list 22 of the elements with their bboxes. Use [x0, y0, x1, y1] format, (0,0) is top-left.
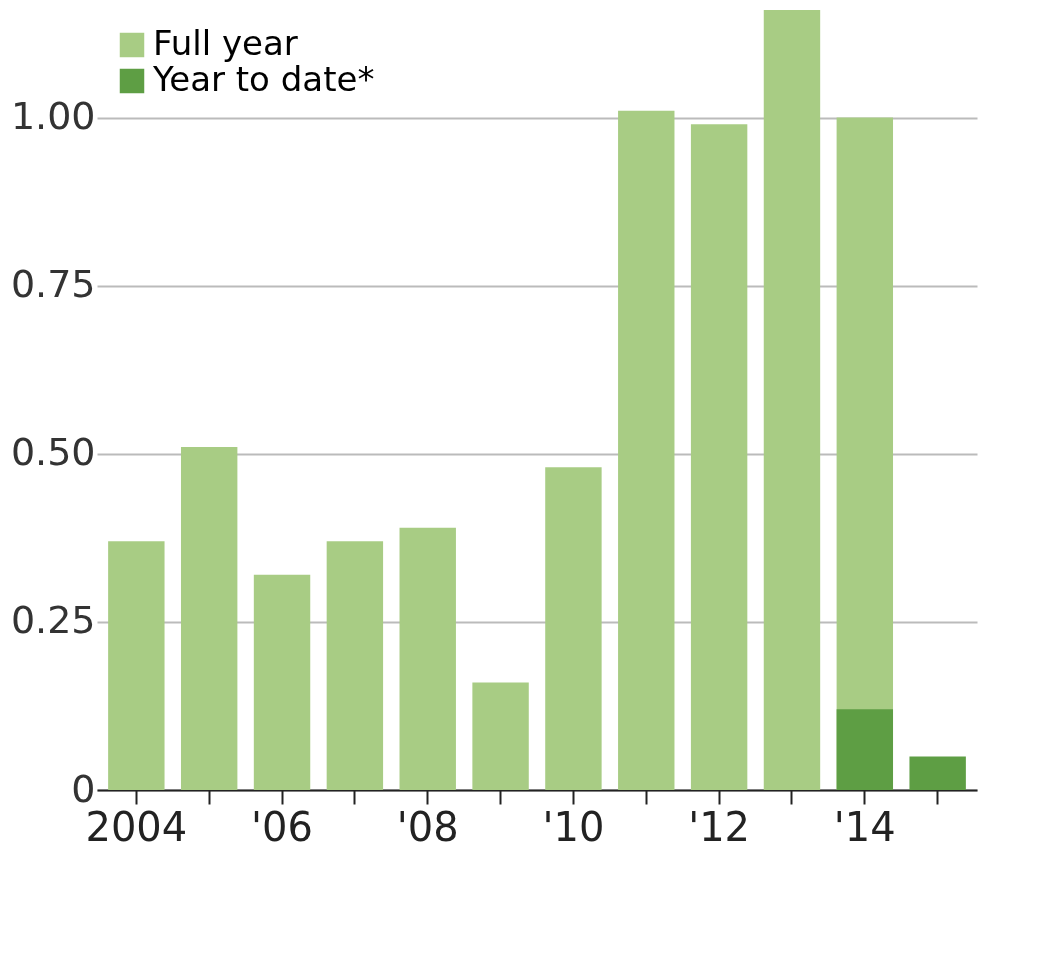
bar — [180, 447, 238, 790]
x-tick-label: '10 — [542, 803, 605, 850]
bar — [909, 756, 966, 790]
bar — [399, 527, 456, 790]
x-tick-label: '12 — [688, 803, 751, 850]
legend-label: Full year — [153, 23, 298, 63]
bar — [690, 124, 748, 790]
y-tick-label: 0.50 — [10, 430, 96, 475]
bar — [472, 682, 529, 790]
x-tick-label: '08 — [396, 803, 459, 850]
bar — [836, 709, 894, 790]
bar — [618, 110, 675, 790]
bar — [253, 574, 311, 790]
bar — [108, 541, 165, 790]
x-tick-label: '06 — [251, 803, 313, 850]
x-tick-label: '14 — [833, 803, 896, 850]
y-tick-label: 0.75 — [10, 262, 96, 307]
bar — [545, 467, 602, 790]
bar — [763, 10, 821, 790]
y-tick-label: 1.00 — [10, 94, 96, 139]
y-tick-label: 0.25 — [10, 598, 96, 643]
bar — [326, 541, 384, 790]
